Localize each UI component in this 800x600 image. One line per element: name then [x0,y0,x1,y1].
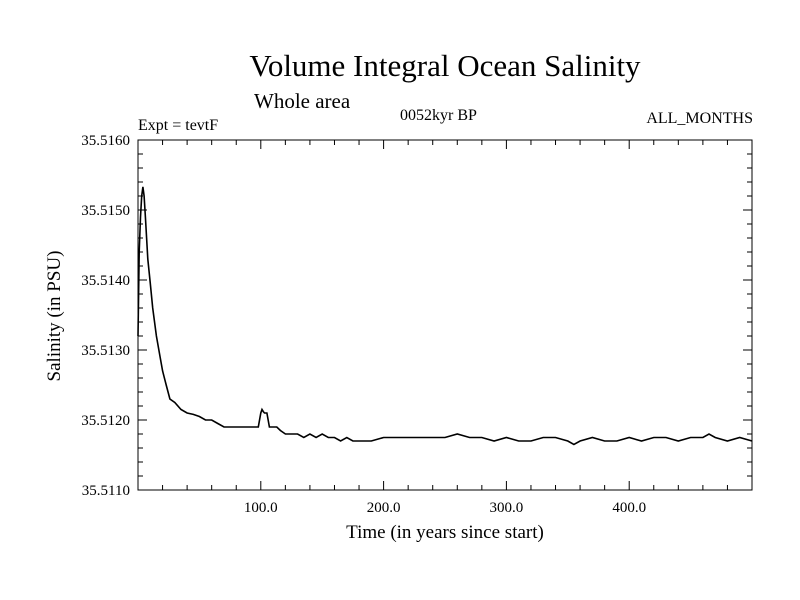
y-axis-label: Salinity (in PSU) [44,251,65,382]
salinity-series-line [137,186,753,446]
y-tick-label: 35.5160 [81,133,130,149]
x-tick-label: 100.0 [244,500,278,516]
y-tick-label: 35.5120 [81,413,130,429]
x-axis-label: Time (in years since start) [346,522,544,543]
y-tick-label: 35.5140 [81,273,130,289]
chart-title: Volume Integral Ocean Salinity [249,48,641,83]
y-tick-label: 35.5150 [81,203,130,219]
period-label: 0052kyr BP [400,107,477,124]
x-tick-label: 400.0 [612,500,646,516]
months-label: ALL_MONTHS [646,110,753,127]
x-tick-label: 300.0 [490,500,524,516]
experiment-label: Expt = tevtF [138,117,219,134]
x-tick-label: 200.0 [367,500,401,516]
y-axis: 35.5110 35.5120 35.5130 35.5140 35.5150 35.51… [81,133,752,499]
chart-subtitle: Whole area [254,89,351,113]
y-tick-label: 35.5130 [81,343,130,359]
x-axis: 100.0 200.0 300.0 400.0 [137,140,753,516]
y-tick-label: 35.5110 [82,483,130,499]
